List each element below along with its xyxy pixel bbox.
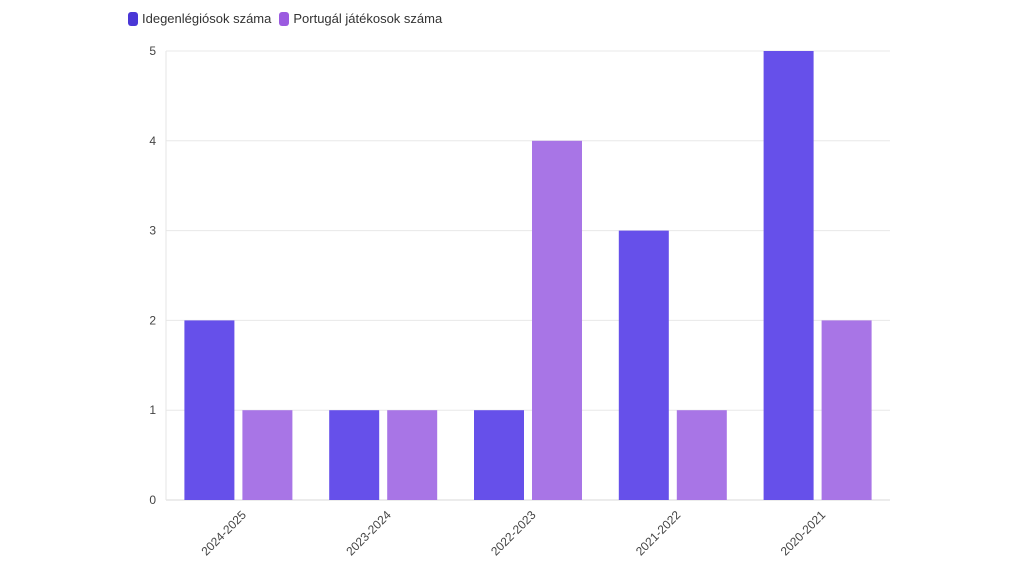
x-tick-label: 2024-2025	[199, 508, 250, 559]
x-tick-label: 2022-2023	[488, 508, 539, 559]
bar-portugal-jatekosok	[242, 410, 293, 500]
bar-idegenlegiosok	[184, 320, 235, 500]
bar-idegenlegiosok	[618, 230, 669, 500]
x-tick-label: 2023-2024	[343, 508, 394, 559]
legend-label-idegenlegiosok: Idegenlégiósok száma	[142, 11, 272, 26]
y-tick-label: 4	[149, 134, 156, 148]
y-tick-label: 5	[149, 44, 156, 58]
legend-swatch-idegenlegiosok	[128, 11, 138, 26]
bar-portugal-jatekosok	[676, 410, 727, 500]
x-tick-label: 2021-2022	[633, 508, 684, 559]
legend-label-portugal-jatekosok: Portugál játékosok száma	[293, 11, 443, 26]
legend-item-portugal-jatekosok[interactable]: Portugál játékosok száma	[279, 11, 442, 26]
bar-portugal-jatekosok	[532, 140, 582, 501]
bar-idegenlegiosok	[329, 410, 380, 500]
bar-portugal-jatekosok	[387, 410, 438, 500]
bar-idegenlegiosok	[474, 410, 524, 500]
chart-legend: Idegenlégiósok száma Portugál játékosok …	[128, 11, 442, 26]
y-tick-label: 3	[149, 224, 156, 238]
y-tick-label: 2	[149, 313, 156, 327]
x-tick-label: 2020-2021	[778, 508, 829, 559]
bar-portugal-jatekosok	[821, 320, 872, 500]
legend-swatch-portugal-jatekosok	[279, 11, 290, 26]
bar-idegenlegiosok	[763, 51, 814, 500]
y-tick-label: 1	[149, 403, 156, 417]
y-tick-label: 0	[149, 493, 156, 507]
legend-item-idegenlegiosok[interactable]: Idegenlégiósok száma	[128, 11, 271, 26]
